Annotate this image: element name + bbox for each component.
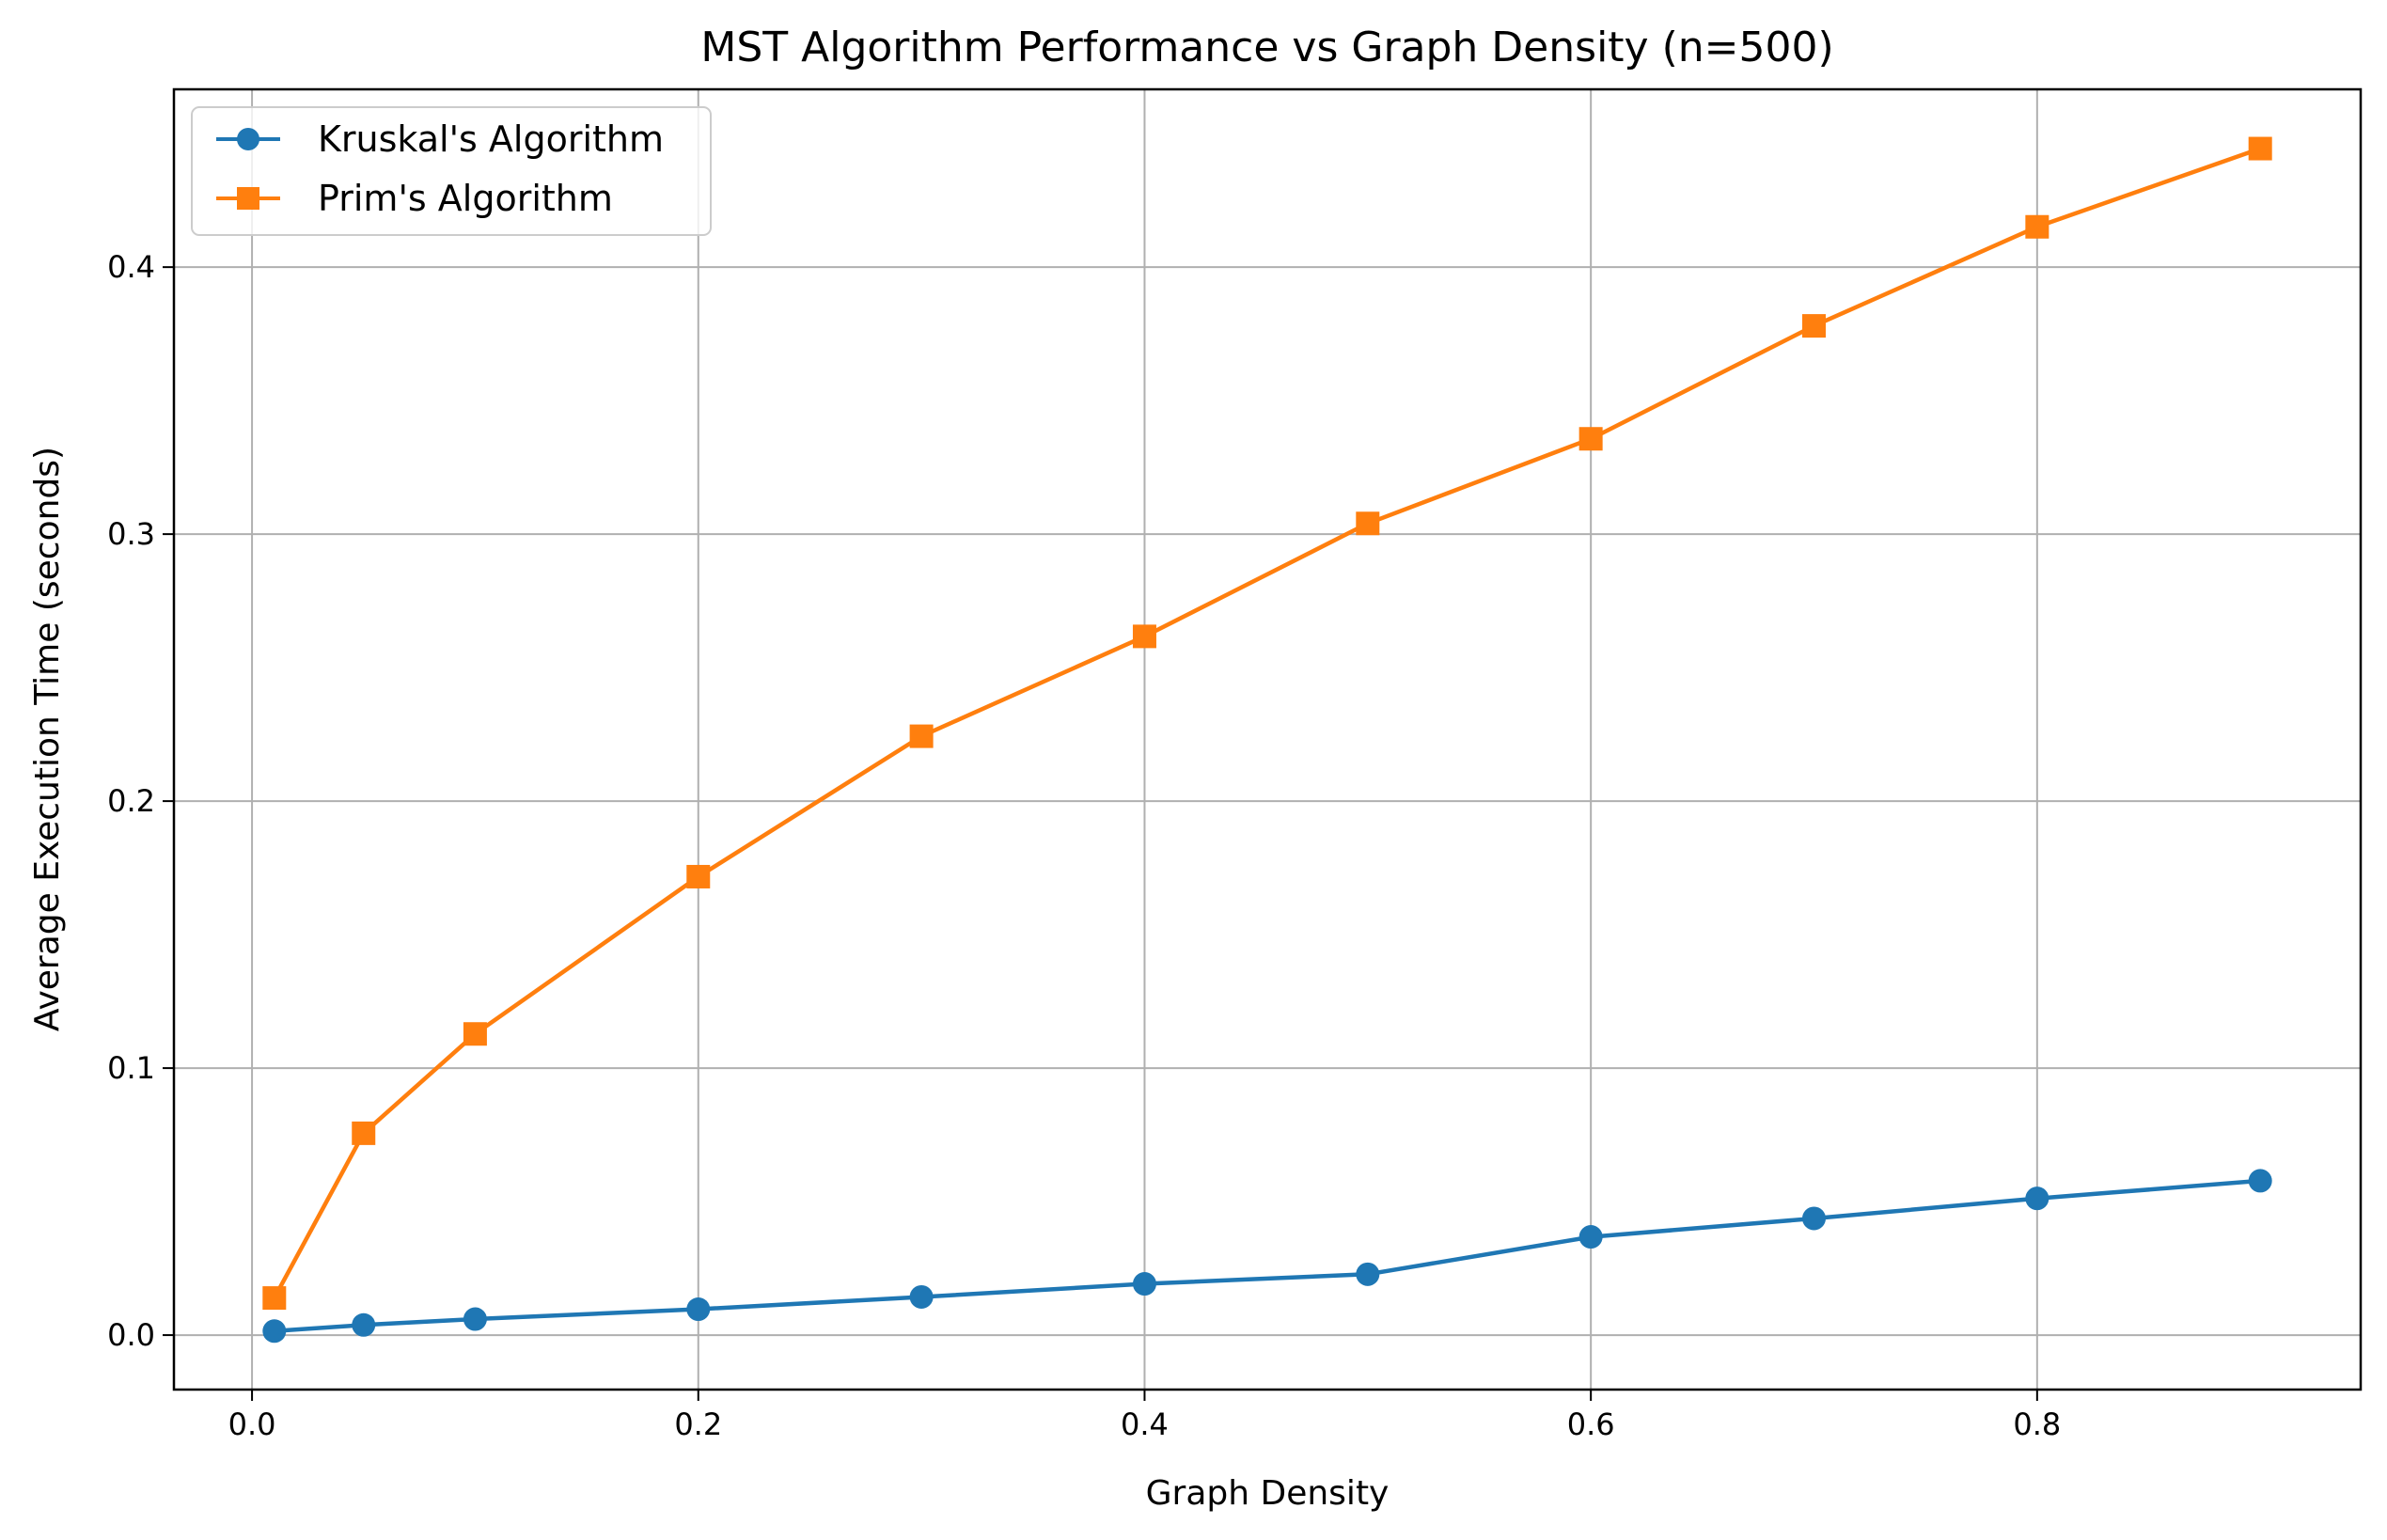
- legend-kruskal-marker: [237, 128, 259, 150]
- x-tick-label: 0.6: [1567, 1406, 1615, 1442]
- x-tick-label: 0.4: [1121, 1406, 1169, 1442]
- data-point: [909, 1284, 934, 1309]
- chart-title: MST Algorithm Performance vs Graph Densi…: [700, 24, 1833, 71]
- legend-prim-marker: [237, 187, 259, 210]
- data-point: [1802, 314, 1826, 338]
- y-axis-label: Average Execution Time (seconds): [28, 447, 67, 1031]
- data-point: [352, 1121, 376, 1145]
- data-point: [686, 864, 711, 888]
- data-point: [909, 724, 934, 748]
- x-tick-label: 0.2: [674, 1406, 722, 1442]
- data-point: [262, 1286, 287, 1311]
- ticks: 0.0 0.2 0.4 0.6 0.8 0.0 0.1 0.2 0.3 0.4: [107, 249, 2061, 1442]
- data-point: [686, 1297, 711, 1322]
- y-tick-label: 0.1: [107, 1050, 155, 1086]
- data-point: [1356, 511, 1380, 536]
- y-tick-label: 0.3: [107, 516, 155, 552]
- legend: Kruskal's Algorithm Prim's Algorithm: [191, 106, 712, 236]
- y-tick-label: 0.4: [107, 249, 155, 285]
- data-point: [2025, 1186, 2049, 1211]
- data-point: [1578, 427, 1603, 451]
- data-point: [352, 1312, 376, 1337]
- y-tick-label: 0.0: [107, 1317, 155, 1353]
- data-point: [2025, 214, 2049, 239]
- data-point: [1132, 624, 1156, 649]
- plot-frame: [172, 87, 2363, 1391]
- x-axis-label: Graph Density: [1146, 1474, 1390, 1513]
- legend-kruskal-label: Kruskal's Algorithm: [318, 118, 664, 160]
- data-point: [1802, 1206, 1826, 1231]
- x-tick-label: 0.0: [228, 1406, 276, 1442]
- legend-prim-label: Prim's Algorithm: [318, 178, 613, 219]
- data-point: [2248, 1169, 2272, 1193]
- data-point: [463, 1307, 487, 1331]
- data-point: [2248, 136, 2272, 161]
- data-point: [262, 1319, 287, 1344]
- legend-box: [191, 106, 712, 236]
- data-point: [1356, 1262, 1380, 1286]
- grid: [174, 89, 2361, 1390]
- data-point: [1132, 1272, 1156, 1296]
- y-tick-label: 0.2: [107, 783, 155, 819]
- series-layer: [262, 136, 2272, 1344]
- x-tick-label: 0.8: [2013, 1406, 2061, 1442]
- data-point: [1578, 1225, 1603, 1249]
- data-point: [463, 1022, 487, 1046]
